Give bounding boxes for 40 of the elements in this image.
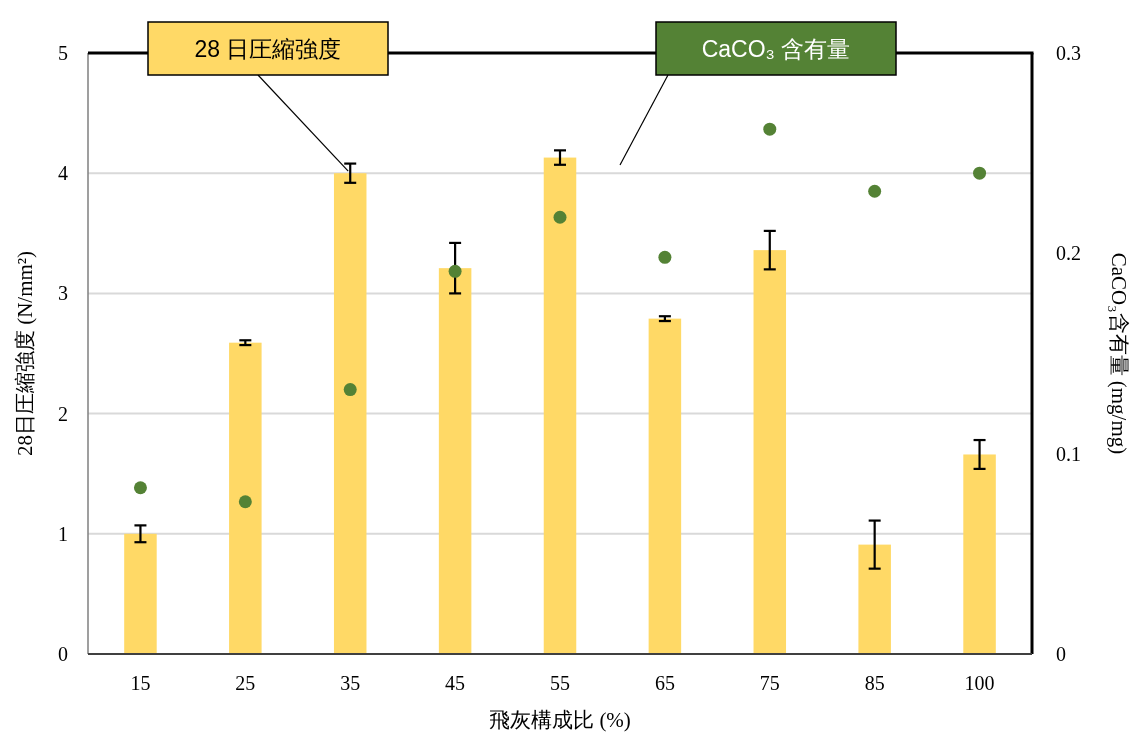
x-tick-label: 75 [759, 672, 780, 694]
y2-tick-label: 0.1 [1056, 442, 1081, 465]
x-tick-label: 65 [654, 672, 675, 694]
y2-tick-label: 0 [1056, 643, 1066, 665]
bar [438, 268, 472, 654]
bar [229, 342, 262, 654]
bar [648, 318, 682, 654]
x-tick-label: 25 [235, 672, 256, 694]
point [133, 481, 147, 495]
point [868, 184, 882, 198]
y-tick-label: 3 [58, 282, 68, 305]
point [763, 122, 777, 136]
x-tick-label: 35 [340, 672, 361, 694]
y2-tick-label: 0.2 [1056, 242, 1081, 265]
point [553, 210, 567, 224]
bar [753, 250, 787, 654]
point [343, 383, 357, 397]
y-tick-label: 0 [58, 643, 68, 665]
bar [333, 173, 367, 654]
y-tick-label: 4 [58, 162, 68, 185]
bar [124, 533, 157, 654]
y-axis-title: 28日圧縮強度 (N/mm²) [13, 250, 37, 457]
y2-tick-label: 0.3 [1056, 42, 1081, 64]
y2-axis-title: CaCO₃含有量 (mg/mg) [1107, 252, 1131, 455]
y-tick-label: 2 [58, 402, 68, 425]
y-tick-label: 5 [58, 42, 68, 64]
x-tick-label: 45 [445, 672, 466, 694]
x-tick-label: 100 [964, 672, 995, 694]
x-tick-label: 55 [550, 672, 570, 694]
bar [963, 454, 996, 654]
y-tick-label: 1 [58, 522, 68, 545]
x-tick-label: 85 [864, 672, 885, 694]
bar [543, 157, 577, 654]
point [973, 166, 987, 180]
x-tick-label: 15 [130, 672, 151, 694]
point [658, 250, 672, 264]
point [238, 495, 252, 509]
point [448, 264, 462, 278]
bar [858, 544, 891, 654]
x-axis-title: 飛灰構成比 (%) [489, 708, 631, 732]
